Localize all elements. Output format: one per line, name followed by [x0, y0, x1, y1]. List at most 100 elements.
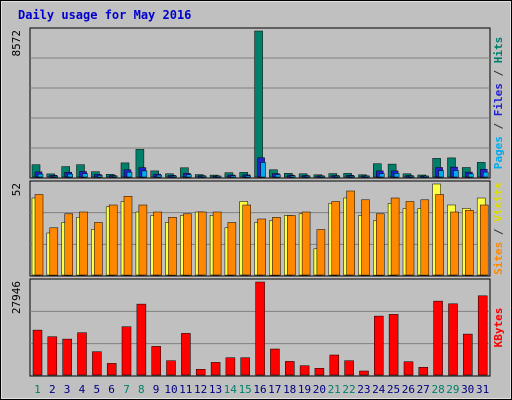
bar-pages-day-26	[408, 175, 415, 178]
legend-entry: /	[492, 63, 505, 83]
bar-kbytes-day-3	[62, 338, 72, 376]
panel-top-bars	[31, 30, 489, 178]
panel-bot-bars	[32, 281, 488, 376]
bar-sites-day-31	[479, 204, 489, 276]
bar-sites-day-30	[465, 210, 474, 276]
bar-pages-day-13	[215, 175, 222, 178]
bar-kbytes-day-25	[388, 314, 399, 376]
bar-sites-day-1	[34, 194, 44, 276]
x-tick-label: 19	[298, 383, 311, 396]
bar-sites-day-12	[197, 211, 207, 276]
bar-sites-day-22	[346, 190, 355, 276]
x-tick-label: 22	[342, 383, 355, 396]
bar-kbytes-day-28	[433, 300, 443, 376]
panel-top-legend: Pages / Files / Hits	[492, 37, 505, 170]
x-tick-label: 15	[239, 383, 252, 396]
bar-kbytes-day-5	[92, 351, 102, 376]
bar-sites-day-2	[49, 227, 59, 276]
bar-pages-day-18	[290, 175, 296, 178]
x-axis-ticks: 1 2 3 4 5 6 7 8 9 10 11 12 13 14 15 16 17 18 19 20 21 22 23 24 2…	[34, 383, 489, 396]
panel-bot-legend: KBytes	[492, 308, 505, 348]
bar-kbytes-day-8	[136, 303, 147, 376]
bar-pages-day-3	[67, 173, 73, 178]
bar-pages-day-27	[423, 175, 430, 178]
panel-mid-legend: Sites / Visits	[492, 182, 505, 275]
bar-pages-day-21	[334, 175, 341, 178]
x-tick-label: 24	[372, 383, 386, 396]
bar-pages-day-10	[171, 175, 177, 178]
bar-pages-day-23	[364, 175, 370, 178]
x-tick-label: 2	[49, 383, 56, 396]
bar-kbytes-day-11	[181, 333, 191, 376]
bar-kbytes-day-26	[403, 361, 414, 376]
bar-kbytes-day-17	[270, 348, 280, 376]
bar-sites-day-11	[183, 213, 192, 276]
bar-pages-day-11	[186, 174, 192, 178]
bar-sites-day-28	[435, 194, 444, 276]
bar-sites-day-21	[331, 201, 341, 276]
x-tick-label: 18	[283, 383, 296, 396]
bar-pages-day-4	[82, 173, 88, 178]
bar-kbytes-day-22	[344, 360, 354, 376]
x-tick-label: 26	[402, 383, 415, 396]
panel-mid-ymax-label: 52	[10, 183, 23, 196]
bar-sites-day-16	[257, 218, 266, 276]
bar-kbytes-day-2	[47, 336, 58, 376]
bar-kbytes-day-1	[32, 329, 43, 376]
bar-sites-day-4	[79, 211, 88, 276]
bar-pages-day-29	[453, 170, 459, 178]
bar-kbytes-day-24	[374, 315, 384, 376]
bar-pages-day-31	[482, 171, 489, 178]
bar-kbytes-day-10	[166, 360, 176, 376]
bar-kbytes-day-20	[314, 368, 325, 376]
bar-kbytes-day-6	[106, 363, 117, 376]
bar-kbytes-day-29	[448, 303, 458, 376]
bar-kbytes-day-7	[121, 326, 132, 376]
bar-sites-day-5	[94, 222, 103, 276]
bar-sites-day-18	[287, 215, 296, 276]
bar-sites-day-6	[108, 204, 118, 276]
x-tick-label: 27	[417, 383, 430, 396]
panel-bot: 27946 KBytes	[10, 278, 505, 377]
panel-top: 8572 Pages / Files / Hits	[10, 27, 505, 179]
bar-sites-day-13	[212, 211, 222, 276]
bar-sites-day-26	[405, 201, 415, 276]
legend-entry: Pages	[492, 136, 505, 169]
bar-kbytes-day-4	[77, 332, 87, 376]
bar-sites-day-8	[138, 204, 148, 276]
bar-pages-day-19	[304, 175, 311, 178]
panel-bot-ymax-label: 27946	[10, 281, 23, 314]
bar-pages-day-8	[141, 170, 148, 178]
legend-entry: KBytes	[492, 308, 505, 348]
bar-pages-day-12	[200, 175, 207, 178]
bar-sites-day-14	[227, 222, 237, 276]
panel-mid-bars	[31, 183, 489, 276]
bar-kbytes-day-18	[285, 361, 295, 376]
x-tick-label: 17	[268, 383, 281, 396]
x-tick-label: 29	[446, 383, 459, 396]
bar-pages-day-2	[52, 175, 59, 178]
x-tick-label: 6	[108, 383, 115, 396]
bar-kbytes-day-12	[195, 369, 206, 376]
bar-pages-day-17	[275, 174, 281, 178]
panel-mid: 52 Sites / Visits	[10, 180, 505, 277]
legend-entry: Visits	[492, 182, 505, 222]
x-tick-label: 30	[461, 383, 474, 396]
x-tick-label: 21	[328, 383, 341, 396]
bar-kbytes-day-16	[255, 281, 265, 376]
bar-pages-day-30	[468, 173, 474, 178]
x-tick-label: 23	[357, 383, 370, 396]
bar-pages-day-1	[37, 173, 44, 178]
legend-entry: /	[492, 116, 505, 136]
bar-kbytes-day-19	[299, 365, 310, 376]
bar-kbytes-day-9	[151, 346, 161, 376]
bar-pages-day-22	[349, 175, 355, 178]
x-tick-label: 13	[209, 383, 222, 396]
bar-sites-day-24	[376, 213, 385, 276]
bar-pages-day-9	[156, 174, 162, 178]
x-tick-label: 11	[179, 383, 192, 396]
bar-sites-day-20	[316, 229, 326, 276]
x-tick-label: 5	[93, 383, 100, 396]
bar-sites-day-25	[390, 197, 400, 276]
